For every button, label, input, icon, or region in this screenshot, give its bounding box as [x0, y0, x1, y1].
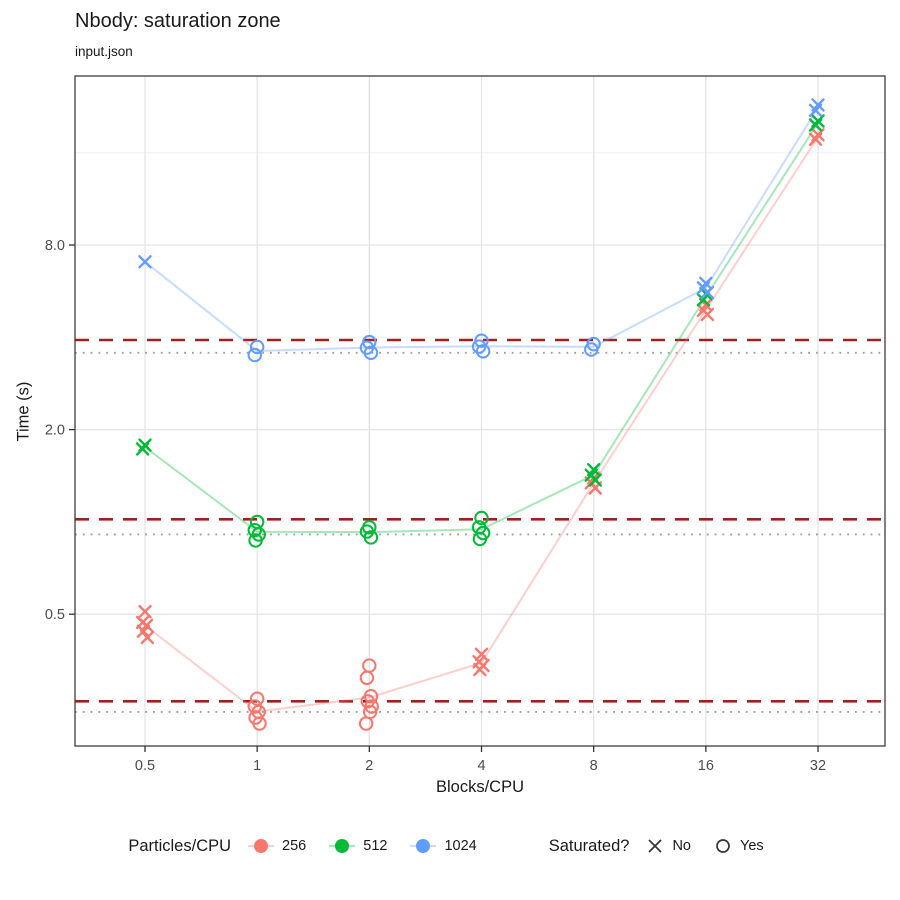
point-circle-512 — [248, 533, 263, 548]
legend-color-key-icon — [329, 839, 356, 853]
x-axis-title: Blocks/CPU — [435, 778, 525, 796]
legend-shape-entry: Yes — [713, 836, 764, 856]
point-x-1024 — [138, 255, 152, 269]
legend-color-title: Particles/CPU — [128, 836, 232, 855]
point-circle-1024 — [584, 342, 599, 357]
legend-shape-label: No — [672, 838, 691, 854]
point-x-512 — [588, 473, 602, 487]
legend-color-entry: 1024 — [409, 837, 477, 855]
point-x-256 — [700, 307, 715, 322]
point-x-512 — [135, 442, 150, 456]
point-x-512 — [696, 293, 711, 307]
point-circle-1024 — [247, 347, 262, 363]
x-shape-icon — [648, 839, 663, 853]
point-x-256 — [140, 630, 155, 645]
point-circle-512 — [474, 510, 489, 526]
legend-row: Particles/CPU 256 512 1024 Saturated? No Ye… — [0, 836, 900, 856]
circle-shape-icon — [716, 839, 730, 853]
x-tick-label: 2 — [365, 758, 373, 774]
point-circle-1024 — [475, 344, 491, 359]
panel-border — [74, 75, 886, 747]
point-x-1024 — [700, 285, 715, 300]
point-x-256 — [139, 618, 154, 633]
y-tick-label: 2.0 — [45, 423, 65, 439]
x-tick-label: 32 — [810, 758, 826, 774]
y-tick-label: 8.0 — [45, 238, 65, 254]
chart-canvas: 0.5 1 2 4 8 16 32 0.5 2.0 8.0 — [45, 75, 886, 774]
point-circle-512 — [247, 522, 262, 538]
x-tick-label: 0.5 — [135, 758, 155, 774]
point-x-256 — [138, 604, 152, 619]
legend-shape-title: Saturated? — [548, 836, 630, 855]
plot-title: Nbody: saturation zone — [75, 10, 281, 32]
point-x-256 — [808, 132, 823, 146]
point-circle-256 — [252, 716, 267, 731]
point-circle-256 — [359, 670, 375, 686]
x-tick-label: 16 — [698, 758, 714, 774]
legend-shape-entries: No Yes — [645, 836, 771, 856]
legend-shape-label: Yes — [740, 838, 764, 854]
x-tick-label: 1 — [253, 758, 261, 774]
point-x-512 — [808, 118, 823, 132]
legend-color-entries: 256 512 1024 — [247, 837, 485, 855]
legend-color-key-icon — [248, 839, 275, 853]
legend-color-label: 1024 — [444, 838, 477, 854]
legend-color-entry: 512 — [328, 837, 387, 855]
y-axis-title: Time (s) — [14, 381, 33, 442]
point-x-256 — [136, 624, 151, 638]
plot-subtitle: input.json — [75, 44, 133, 59]
point-x-1024 — [808, 103, 823, 117]
x-tick-label: 8 — [590, 758, 598, 774]
point-circle-512 — [363, 530, 379, 545]
legend-shape-entry: No — [645, 836, 691, 856]
legend-color-key-icon — [410, 839, 437, 853]
legend-color-label: 512 — [363, 838, 388, 854]
y-tick-label: 0.5 — [45, 607, 65, 623]
point-x-256 — [474, 647, 489, 661]
point-circle-512 — [472, 531, 488, 547]
point-circle-1024 — [363, 345, 379, 361]
point-circle-1024 — [249, 339, 265, 355]
point-x-256 — [473, 662, 487, 677]
x-tick-label: 4 — [477, 758, 485, 774]
point-circle-256 — [358, 716, 374, 731]
legend-color-label: 256 — [282, 838, 307, 854]
legend-color-entry: 256 — [247, 837, 306, 855]
point-circle-1024 — [471, 339, 487, 354]
